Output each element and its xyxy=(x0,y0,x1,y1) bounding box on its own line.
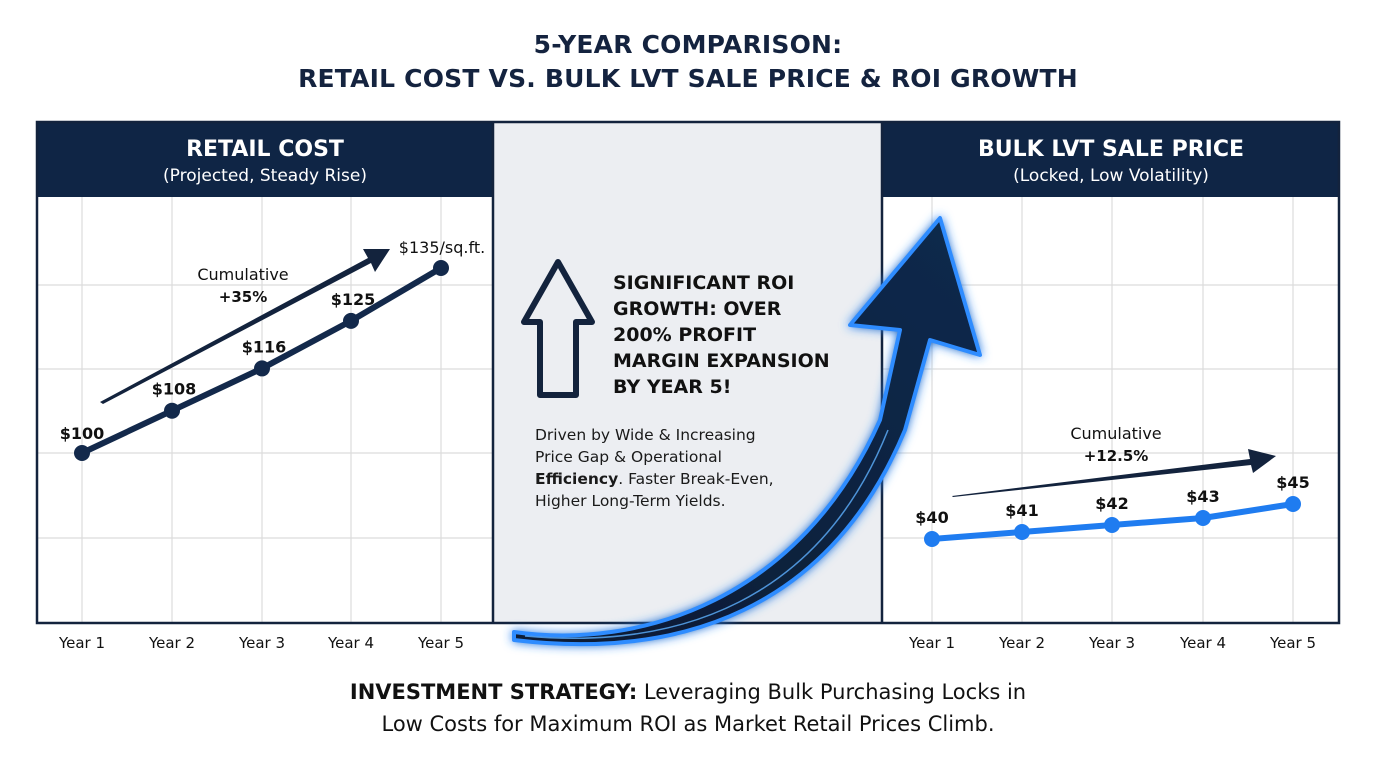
roi-description-line: Efficiency. Faster Break-Even, xyxy=(535,470,774,488)
roi-headline-line: GROWTH: OVER xyxy=(613,298,782,320)
footer-line-1: INVESTMENT STRATEGY: Leveraging Bulk Pur… xyxy=(0,680,1376,704)
x-tick-label: Year 1 xyxy=(908,634,955,652)
data-label: $108 xyxy=(152,380,197,399)
bulk-subtitle: (Locked, Low Volatility) xyxy=(1013,166,1209,186)
footer-line-1-text: Leveraging Bulk Purchasing Locks in xyxy=(637,680,1026,704)
roi-headline-line: SIGNIFICANT ROI xyxy=(613,272,794,294)
data-point xyxy=(1285,496,1301,512)
data-point xyxy=(164,403,180,419)
footer-strategy-label: INVESTMENT STRATEGY: xyxy=(350,680,637,704)
x-tick-label: Year 3 xyxy=(1088,634,1135,652)
retail-plot-area xyxy=(37,197,493,623)
data-label: $135/sq.ft. xyxy=(399,238,485,257)
data-label: $45 xyxy=(1276,473,1309,492)
data-point xyxy=(924,531,940,547)
data-label: $125 xyxy=(331,290,376,309)
data-point xyxy=(343,313,359,329)
data-point xyxy=(1195,510,1211,526)
bulk-lvt-panel: BULK LVT SALE PRICE (Locked, Low Volatil… xyxy=(882,122,1339,623)
bulk-title: BULK LVT SALE PRICE xyxy=(978,137,1244,162)
data-point xyxy=(254,360,270,376)
roi-headline-line: BY YEAR 5! xyxy=(613,376,731,398)
data-label: $43 xyxy=(1186,487,1219,506)
x-tick-label: Year 2 xyxy=(998,634,1045,652)
roi-headline-line: 200% PROFIT xyxy=(613,324,756,346)
x-tick-label: Year 5 xyxy=(417,634,464,652)
roi-headline-line: MARGIN EXPANSION xyxy=(613,350,830,372)
x-tick-label: Year 5 xyxy=(1269,634,1316,652)
roi-description-line: Price Gap & Operational xyxy=(535,448,722,466)
x-tick-label: Year 1 xyxy=(58,634,105,652)
cumulative-label: Cumulative xyxy=(1070,424,1161,443)
efficiency-rest: . Faster Break-Even, xyxy=(618,470,773,488)
roi-description-line: Higher Long-Term Yields. xyxy=(535,492,726,510)
x-tick-label: Year 4 xyxy=(327,634,374,652)
cumulative-percent: +35% xyxy=(219,288,267,306)
data-label: $40 xyxy=(915,508,948,527)
data-label: $100 xyxy=(60,424,105,443)
x-tick-label: Year 2 xyxy=(148,634,195,652)
data-label: $116 xyxy=(242,337,287,356)
cumulative-label: Cumulative xyxy=(197,265,288,284)
data-label: $42 xyxy=(1095,494,1128,513)
data-point xyxy=(74,445,90,461)
data-point xyxy=(1104,517,1120,533)
data-label: $41 xyxy=(1005,501,1038,520)
retail-title: RETAIL COST xyxy=(186,137,344,162)
x-tick-label: Year 3 xyxy=(238,634,285,652)
cumulative-percent: +12.5% xyxy=(1084,447,1149,465)
footer-line-2: Low Costs for Maximum ROI as Market Reta… xyxy=(0,712,1376,736)
x-tick-label: Year 4 xyxy=(1179,634,1226,652)
data-point xyxy=(1014,524,1030,540)
roi-description-line: Driven by Wide & Increasing xyxy=(535,426,756,444)
data-point xyxy=(433,260,449,276)
retail-subtitle: (Projected, Steady Rise) xyxy=(163,166,367,186)
efficiency-bold: Efficiency xyxy=(535,470,618,488)
